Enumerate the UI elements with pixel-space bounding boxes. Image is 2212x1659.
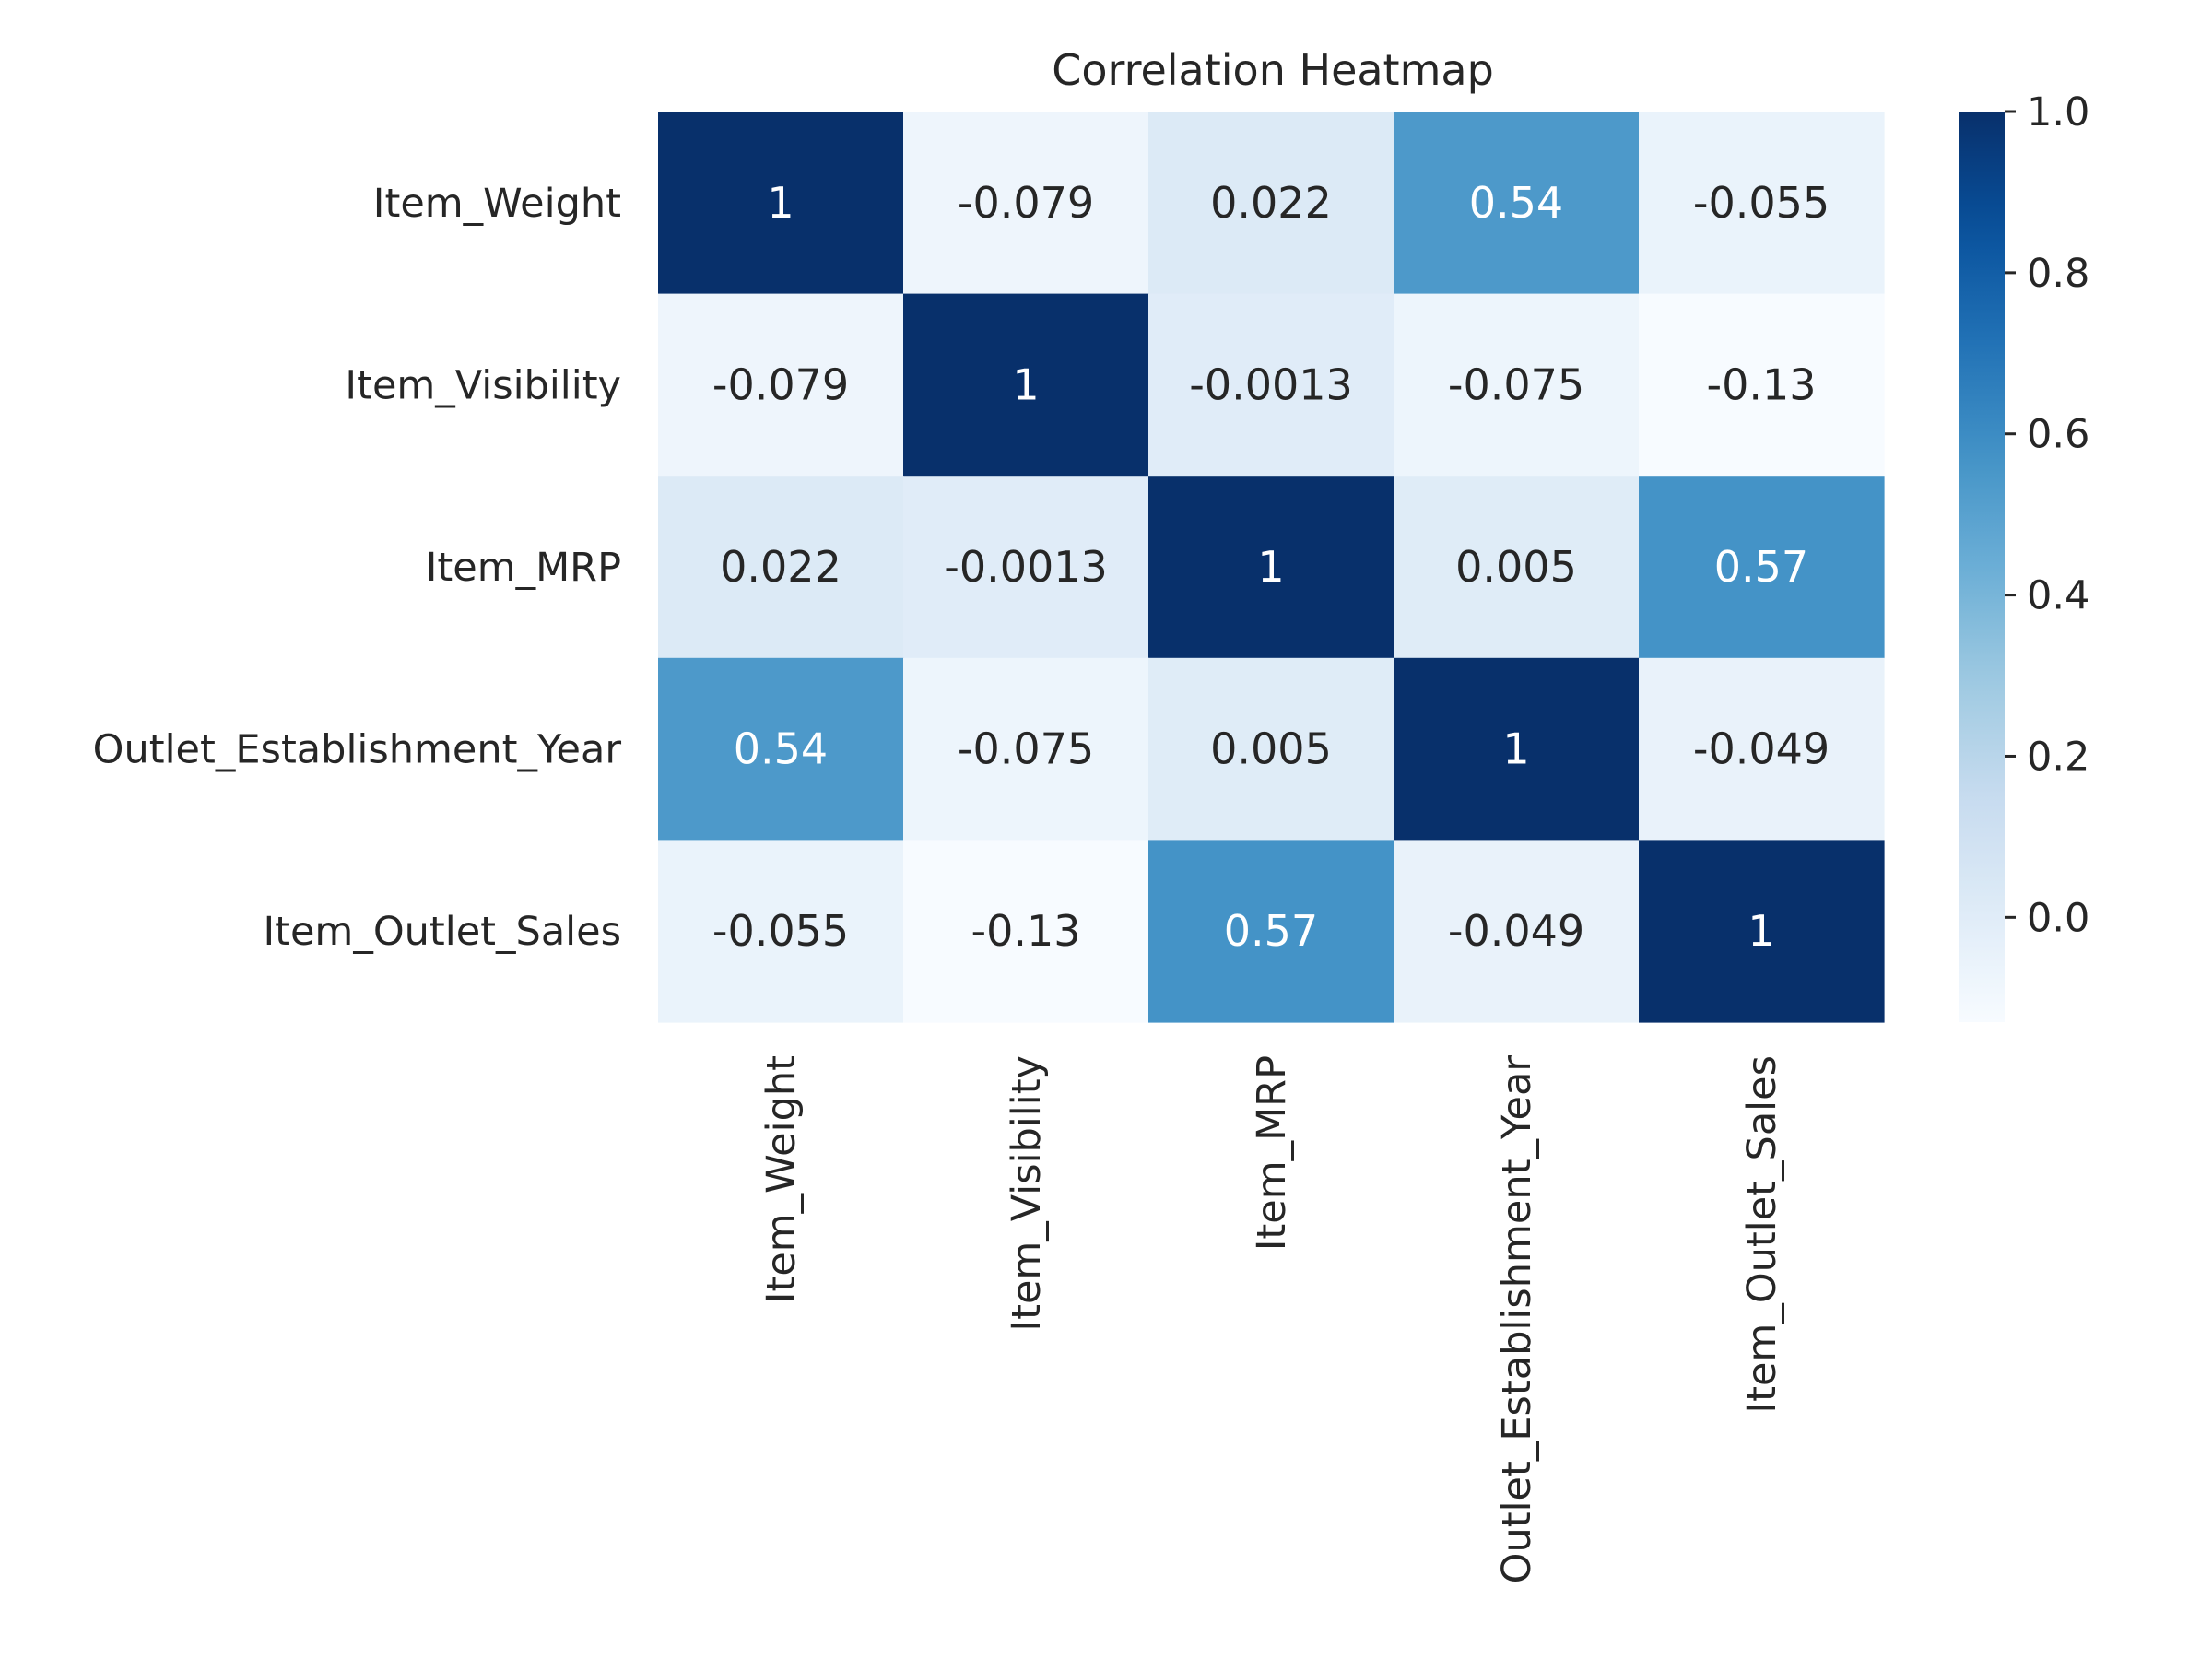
heatmap-cell xyxy=(1639,293,1885,477)
column-label: Item_Weight xyxy=(759,1055,805,1303)
heatmap-cell xyxy=(1148,476,1394,659)
cell-annotation: 1 xyxy=(1257,542,1284,592)
heatmap-cell xyxy=(1639,476,1885,659)
row-labels: Item_Weight Item_Visibility Item_MRP Outlet… xyxy=(93,181,622,955)
colorbar-tick-label: 0.4 xyxy=(2027,573,2089,619)
heatmap-cell xyxy=(1148,293,1394,477)
heatmap-cell xyxy=(903,657,1149,841)
cell-annotation: -0.079 xyxy=(712,359,849,409)
cell-annotation: -0.075 xyxy=(958,724,1094,774)
heatmap-cell xyxy=(1394,112,1640,295)
heatmap-cell xyxy=(658,657,904,841)
heatmap-cells: 1 -0.079 0.022 0.54 -0.055 -0.079 1 -0.0013 -0.0… xyxy=(658,112,1885,1023)
cell-annotation: -0.13 xyxy=(1706,359,1816,409)
cell-annotation: -0.13 xyxy=(971,906,1080,956)
cell-annotation: -0.0013 xyxy=(1189,359,1353,409)
heatmap-cell xyxy=(1639,112,1885,295)
heatmap-cell xyxy=(1394,476,1640,659)
cell-annotation: 1 xyxy=(767,178,794,228)
heatmap-cell xyxy=(1148,112,1394,295)
heatmap-cell xyxy=(1148,657,1394,841)
row-label: Item_Outlet_Sales xyxy=(263,909,621,955)
cell-annotation: 0.57 xyxy=(1714,542,1808,592)
heatmap-cell xyxy=(903,293,1149,477)
cell-annotation: -0.049 xyxy=(1693,724,1830,774)
cell-annotation: 0.022 xyxy=(720,542,841,592)
heatmap-cell xyxy=(1394,657,1640,841)
colorbar-tick-label: 1.0 xyxy=(2027,89,2089,135)
cell-annotation: -0.055 xyxy=(1693,178,1830,228)
cell-annotation: 1 xyxy=(1012,359,1039,409)
heatmap-cell xyxy=(903,112,1149,295)
heatmap-cell xyxy=(903,840,1149,1023)
cell-annotation: 0.005 xyxy=(1210,724,1332,774)
cell-annotation: 1 xyxy=(1747,906,1774,956)
colorbar-gradient xyxy=(1959,112,2005,1022)
column-label: Outlet_Establishment_Year xyxy=(1494,1055,1540,1584)
row-label: Item_Visibility xyxy=(345,362,621,408)
heatmap-cell xyxy=(658,840,904,1023)
cell-annotation: -0.049 xyxy=(1448,906,1584,956)
heatmap-cell xyxy=(1639,840,1885,1023)
heatmap-cell xyxy=(658,476,904,659)
colorbar-tick-label: 0.6 xyxy=(2027,412,2089,458)
heatmap-cell xyxy=(1639,657,1885,841)
cell-annotation: -0.075 xyxy=(1448,359,1584,409)
cell-annotation: 0.54 xyxy=(1469,178,1563,228)
colorbar: 0.0 0.2 0.4 0.6 0.8 1.0 xyxy=(1959,89,2089,1022)
heatmap-cell xyxy=(1148,840,1394,1023)
cell-annotation: 1 xyxy=(1502,724,1529,774)
cell-annotation: -0.079 xyxy=(958,178,1094,228)
column-labels: Item_Weight Item_Visibility Item_MRP Outlet… xyxy=(759,1055,1785,1584)
cell-annotation: -0.0013 xyxy=(944,542,1108,592)
cell-annotation: 0.57 xyxy=(1224,906,1318,956)
cell-annotation: 0.005 xyxy=(1455,542,1577,592)
row-label: Item_Weight xyxy=(373,181,621,227)
heatmap-cell xyxy=(658,293,904,477)
row-label: Outlet_Establishment_Year xyxy=(93,727,622,773)
column-label: Item_Visibility xyxy=(1004,1055,1050,1332)
colorbar-tick-label: 0.2 xyxy=(2027,734,2089,780)
chart-title: Correlation Heatmap xyxy=(1052,45,1494,95)
row-label: Item_MRP xyxy=(426,545,621,591)
heatmap-cell xyxy=(1394,293,1640,477)
cell-annotation: -0.055 xyxy=(712,906,849,956)
column-label: Item_Outlet_Sales xyxy=(1739,1055,1785,1414)
heatmap-cell xyxy=(658,112,904,295)
cell-annotation: 0.022 xyxy=(1210,178,1332,228)
colorbar-tick-label: 0.0 xyxy=(2027,895,2089,941)
heatmap-cell xyxy=(1394,840,1640,1023)
colorbar-tick-label: 0.8 xyxy=(2027,251,2089,297)
column-label: Item_MRP xyxy=(1249,1055,1295,1251)
heatmap-cell xyxy=(903,476,1149,659)
cell-annotation: 0.54 xyxy=(734,724,828,774)
